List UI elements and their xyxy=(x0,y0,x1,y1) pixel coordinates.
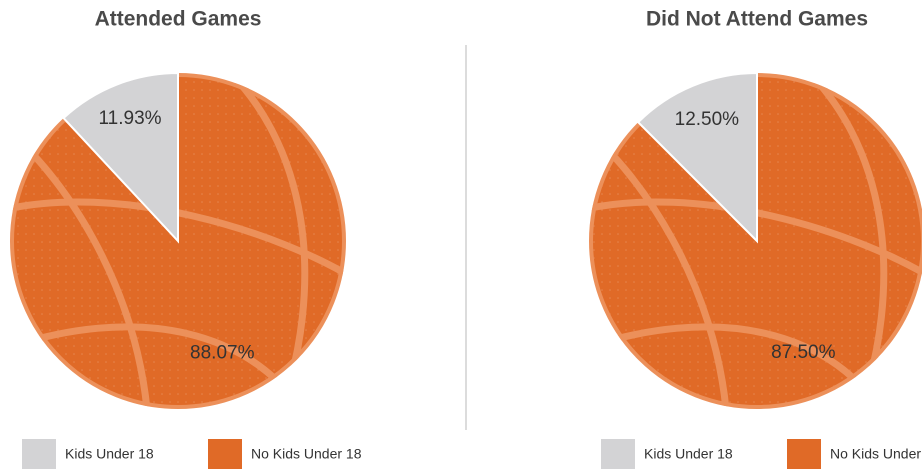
legend-label: Kids Under 18 xyxy=(65,446,154,462)
seam xyxy=(589,198,922,284)
value-label: 11.93% xyxy=(99,108,162,129)
chart-title: Did Not Attend Games xyxy=(646,8,868,31)
legend-swatch xyxy=(208,439,242,469)
legend-label: Kids Under 18 xyxy=(644,446,733,462)
seam xyxy=(10,198,346,284)
ball-seams xyxy=(10,73,346,409)
value-label: 88.07% xyxy=(190,343,255,364)
value-label: 87.50% xyxy=(771,342,836,363)
chart-title: Attended Games xyxy=(95,8,262,31)
pie-slice xyxy=(62,71,179,244)
legend-swatch xyxy=(601,439,635,469)
legend-label: No Kids Under 18 xyxy=(830,446,922,462)
legend-label: No Kids Under 18 xyxy=(251,446,362,462)
pie-slice xyxy=(636,71,758,244)
legend-swatch xyxy=(787,439,821,469)
legend-swatch xyxy=(22,439,56,469)
value-label: 12.50% xyxy=(675,109,740,130)
